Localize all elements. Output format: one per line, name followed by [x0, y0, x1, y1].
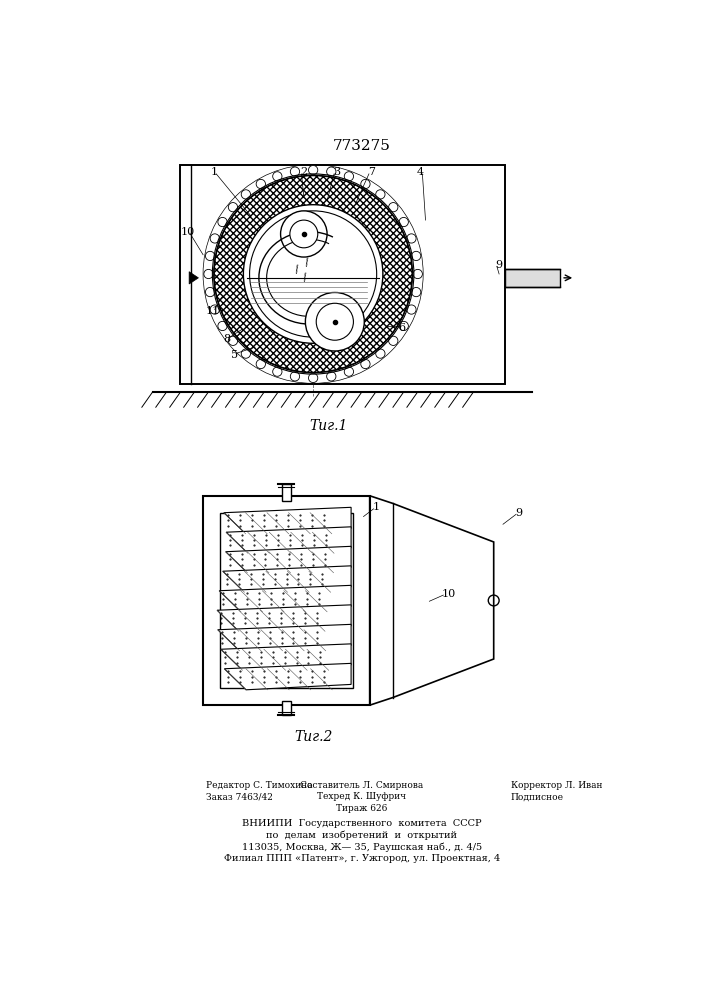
Text: Техред К. Шуфрич: Техред К. Шуфрич	[317, 792, 407, 801]
Circle shape	[344, 367, 354, 376]
Ellipse shape	[214, 175, 412, 373]
Circle shape	[305, 292, 364, 351]
Text: 2: 2	[300, 167, 308, 177]
Text: 9: 9	[515, 508, 522, 518]
Polygon shape	[223, 566, 351, 592]
Circle shape	[316, 303, 354, 340]
Polygon shape	[221, 644, 351, 670]
Circle shape	[361, 179, 370, 189]
Text: 3: 3	[333, 167, 340, 177]
Circle shape	[411, 251, 421, 261]
Bar	[282, 701, 291, 715]
Text: /: /	[303, 273, 308, 283]
Circle shape	[399, 321, 409, 331]
Circle shape	[281, 211, 327, 257]
Text: /: /	[304, 257, 310, 268]
Circle shape	[291, 167, 300, 176]
Text: 8: 8	[223, 334, 230, 344]
Circle shape	[344, 172, 354, 181]
Text: 9: 9	[496, 260, 503, 270]
Circle shape	[228, 203, 238, 212]
Circle shape	[204, 269, 213, 279]
Circle shape	[308, 165, 317, 175]
Circle shape	[389, 336, 398, 345]
Text: 113035, Москва, Ж— 35, Раушская наб., д. 4/5: 113035, Москва, Ж— 35, Раушская наб., д.…	[242, 842, 482, 852]
Circle shape	[218, 217, 227, 227]
Circle shape	[273, 172, 282, 181]
Text: /: /	[295, 265, 300, 275]
Polygon shape	[224, 663, 351, 690]
Text: по  делам  изобретений  и  открытий: по делам изобретений и открытий	[267, 831, 457, 840]
Circle shape	[389, 203, 398, 212]
Text: Τиг.1: Τиг.1	[310, 419, 348, 433]
Circle shape	[256, 179, 265, 189]
Text: 10: 10	[180, 227, 194, 237]
Text: 1: 1	[373, 502, 380, 512]
Circle shape	[375, 190, 385, 199]
Text: Составитель Л. Смирнова: Составитель Л. Смирнова	[300, 781, 423, 790]
Text: 11: 11	[205, 306, 219, 316]
Bar	[282, 484, 291, 501]
Text: Тираж 626: Тираж 626	[337, 804, 387, 813]
Text: Подписное: Подписное	[510, 792, 563, 801]
Circle shape	[399, 217, 409, 227]
Circle shape	[241, 190, 250, 199]
Circle shape	[210, 234, 219, 243]
Text: 773275: 773275	[333, 139, 391, 153]
Text: 10: 10	[442, 589, 456, 599]
Text: 7: 7	[368, 167, 375, 177]
Bar	[203, 496, 370, 705]
Text: Редактор С. Тимохина: Редактор С. Тимохина	[206, 781, 312, 790]
Circle shape	[218, 321, 227, 331]
Circle shape	[327, 372, 336, 381]
Bar	[220, 513, 353, 688]
Circle shape	[228, 336, 238, 345]
Circle shape	[256, 359, 265, 369]
Circle shape	[273, 367, 282, 376]
Ellipse shape	[243, 205, 383, 343]
Circle shape	[413, 269, 422, 279]
Text: Заказ 7463/42: Заказ 7463/42	[206, 792, 273, 801]
Text: Филиал ППП «Патент», г. Ужгород, ул. Проектная, 4: Филиал ППП «Патент», г. Ужгород, ул. Про…	[224, 854, 500, 863]
Polygon shape	[217, 605, 351, 631]
Circle shape	[206, 251, 215, 261]
Polygon shape	[218, 624, 351, 651]
Polygon shape	[224, 507, 351, 534]
Circle shape	[327, 167, 336, 176]
Text: ВНИИПИ  Государственного  комитета  СССР: ВНИИПИ Государственного комитета СССР	[242, 819, 481, 828]
Circle shape	[210, 305, 219, 314]
Polygon shape	[226, 546, 351, 573]
Text: Корректор Л. Иван: Корректор Л. Иван	[510, 781, 602, 790]
Circle shape	[411, 287, 421, 297]
Circle shape	[407, 305, 416, 314]
Circle shape	[308, 373, 317, 383]
Polygon shape	[189, 272, 199, 284]
Text: 4: 4	[416, 167, 423, 177]
Bar	[180, 165, 506, 384]
Text: 5: 5	[230, 350, 238, 360]
Circle shape	[407, 234, 416, 243]
Polygon shape	[219, 585, 351, 612]
Circle shape	[375, 349, 385, 358]
Text: 6: 6	[399, 323, 406, 333]
Text: 1: 1	[211, 167, 218, 177]
Circle shape	[206, 287, 215, 297]
Text: Τиг.2: Τиг.2	[294, 730, 332, 744]
Circle shape	[290, 220, 317, 248]
Polygon shape	[226, 527, 351, 553]
Bar	[506, 269, 559, 287]
Circle shape	[291, 372, 300, 381]
Circle shape	[361, 359, 370, 369]
Circle shape	[241, 349, 250, 358]
